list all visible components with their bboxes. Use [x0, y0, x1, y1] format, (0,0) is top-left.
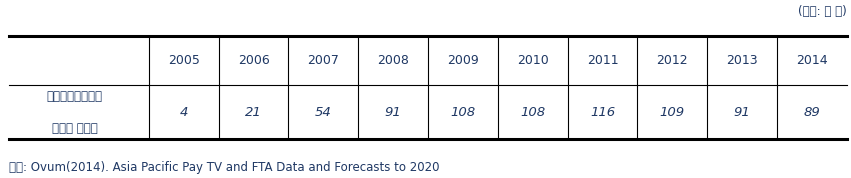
- Text: 21: 21: [245, 106, 262, 119]
- Text: 54: 54: [315, 106, 332, 119]
- Text: 116: 116: [590, 106, 615, 119]
- Text: 2012: 2012: [656, 54, 688, 67]
- Text: 91: 91: [385, 106, 402, 119]
- Text: 108: 108: [520, 106, 545, 119]
- Text: 2014: 2014: [796, 54, 828, 67]
- Text: (단위: 천 명): (단위: 천 명): [798, 5, 847, 18]
- Text: 4: 4: [180, 106, 188, 119]
- Text: 109: 109: [660, 106, 685, 119]
- Text: 2010: 2010: [517, 54, 549, 67]
- Text: 서비스 히카리: 서비스 히카리: [52, 122, 97, 135]
- Text: 91: 91: [734, 106, 751, 119]
- Text: 2013: 2013: [726, 54, 758, 67]
- Text: 2005: 2005: [168, 54, 200, 67]
- Text: 자료: Ovum(2014). Asia Pacific Pay TV and FTA Data and Forecasts to 2020: 자료: Ovum(2014). Asia Pacific Pay TV and …: [9, 161, 439, 174]
- Text: 89: 89: [803, 106, 820, 119]
- Text: 스카파－프리미엄: 스카파－프리미엄: [47, 90, 102, 103]
- Text: 2011: 2011: [586, 54, 619, 67]
- Text: 2007: 2007: [307, 54, 340, 67]
- Text: 2006: 2006: [237, 54, 270, 67]
- Text: 2008: 2008: [377, 54, 409, 67]
- Text: 108: 108: [450, 106, 476, 119]
- Text: 2009: 2009: [447, 54, 479, 67]
